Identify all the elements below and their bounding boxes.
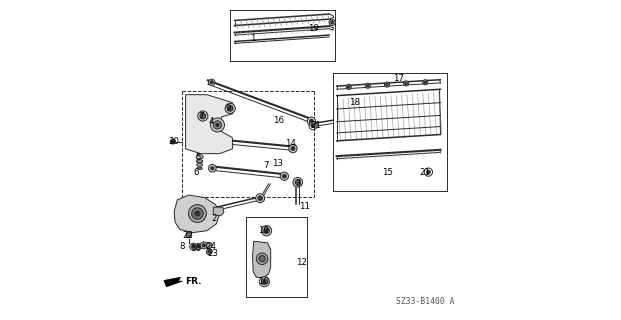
Text: 21: 21 (419, 168, 430, 177)
Text: SZ33-B1400 A: SZ33-B1400 A (396, 297, 455, 306)
Text: 2: 2 (212, 214, 217, 223)
Circle shape (200, 113, 206, 119)
Circle shape (197, 111, 208, 121)
Text: 22: 22 (183, 231, 193, 240)
Text: 17: 17 (392, 74, 404, 83)
Text: 12: 12 (296, 258, 307, 267)
Circle shape (309, 119, 314, 123)
Circle shape (283, 174, 286, 178)
Circle shape (346, 84, 351, 90)
Circle shape (263, 280, 266, 283)
Circle shape (291, 147, 295, 150)
Circle shape (192, 245, 195, 248)
Circle shape (206, 249, 212, 255)
Ellipse shape (196, 160, 203, 163)
Circle shape (261, 279, 267, 284)
Circle shape (423, 80, 428, 85)
Circle shape (190, 243, 197, 250)
Text: 10: 10 (189, 244, 201, 253)
Circle shape (210, 81, 214, 84)
Circle shape (206, 243, 212, 248)
Text: 5: 5 (196, 153, 201, 162)
Text: 23: 23 (207, 249, 218, 258)
Circle shape (256, 194, 265, 203)
Circle shape (209, 79, 215, 85)
Text: 21: 21 (310, 121, 322, 130)
Text: 10: 10 (258, 226, 269, 235)
Ellipse shape (196, 155, 203, 159)
Polygon shape (253, 241, 271, 278)
Text: 6: 6 (194, 168, 199, 177)
Circle shape (295, 180, 301, 185)
Text: 24: 24 (206, 242, 217, 251)
Circle shape (348, 86, 350, 88)
Circle shape (211, 167, 214, 170)
Circle shape (330, 21, 333, 24)
Circle shape (186, 232, 192, 238)
Text: 13: 13 (273, 159, 284, 168)
Circle shape (259, 276, 270, 287)
Circle shape (386, 83, 388, 86)
Circle shape (216, 123, 219, 126)
Circle shape (261, 226, 271, 236)
Circle shape (171, 140, 174, 143)
Circle shape (225, 103, 235, 114)
Circle shape (211, 118, 224, 132)
Text: 19: 19 (307, 24, 319, 33)
Circle shape (209, 164, 216, 172)
Circle shape (192, 208, 203, 219)
Circle shape (256, 253, 268, 265)
Circle shape (188, 204, 206, 222)
Circle shape (265, 229, 268, 232)
Circle shape (404, 81, 409, 86)
Polygon shape (186, 95, 232, 154)
Circle shape (311, 124, 315, 127)
Circle shape (206, 136, 213, 144)
Circle shape (259, 256, 265, 262)
Circle shape (195, 211, 200, 216)
Circle shape (197, 245, 199, 248)
Text: 18: 18 (349, 98, 360, 107)
Text: 1: 1 (250, 34, 255, 43)
Circle shape (366, 84, 369, 87)
Text: 7: 7 (199, 113, 204, 122)
Circle shape (200, 242, 207, 249)
Text: 9: 9 (225, 104, 231, 113)
Circle shape (227, 106, 233, 111)
Text: 16: 16 (273, 116, 284, 125)
Polygon shape (214, 207, 224, 216)
Circle shape (170, 139, 175, 144)
Circle shape (405, 82, 407, 85)
Circle shape (307, 117, 315, 125)
Polygon shape (174, 195, 220, 233)
Circle shape (258, 196, 263, 200)
Ellipse shape (197, 167, 202, 170)
Text: 20: 20 (169, 137, 179, 146)
Circle shape (365, 83, 370, 88)
Circle shape (264, 228, 270, 234)
Text: 3: 3 (296, 180, 301, 188)
Ellipse shape (197, 163, 202, 166)
Circle shape (424, 81, 427, 84)
Circle shape (329, 19, 335, 26)
Text: 4: 4 (208, 116, 214, 126)
Circle shape (280, 172, 289, 180)
Circle shape (195, 244, 202, 250)
Text: 10: 10 (258, 277, 269, 286)
Polygon shape (164, 277, 183, 287)
Circle shape (208, 251, 211, 253)
Text: 15: 15 (382, 168, 393, 177)
Circle shape (384, 82, 389, 87)
Text: 11: 11 (299, 202, 310, 211)
Text: FR.: FR. (186, 276, 202, 285)
Circle shape (207, 139, 211, 142)
Circle shape (289, 144, 297, 153)
Circle shape (202, 244, 206, 247)
Circle shape (293, 178, 302, 187)
Circle shape (214, 121, 222, 129)
Text: 14: 14 (285, 139, 296, 148)
Text: 7: 7 (264, 161, 270, 170)
Text: 8: 8 (179, 242, 185, 251)
Circle shape (427, 170, 430, 174)
